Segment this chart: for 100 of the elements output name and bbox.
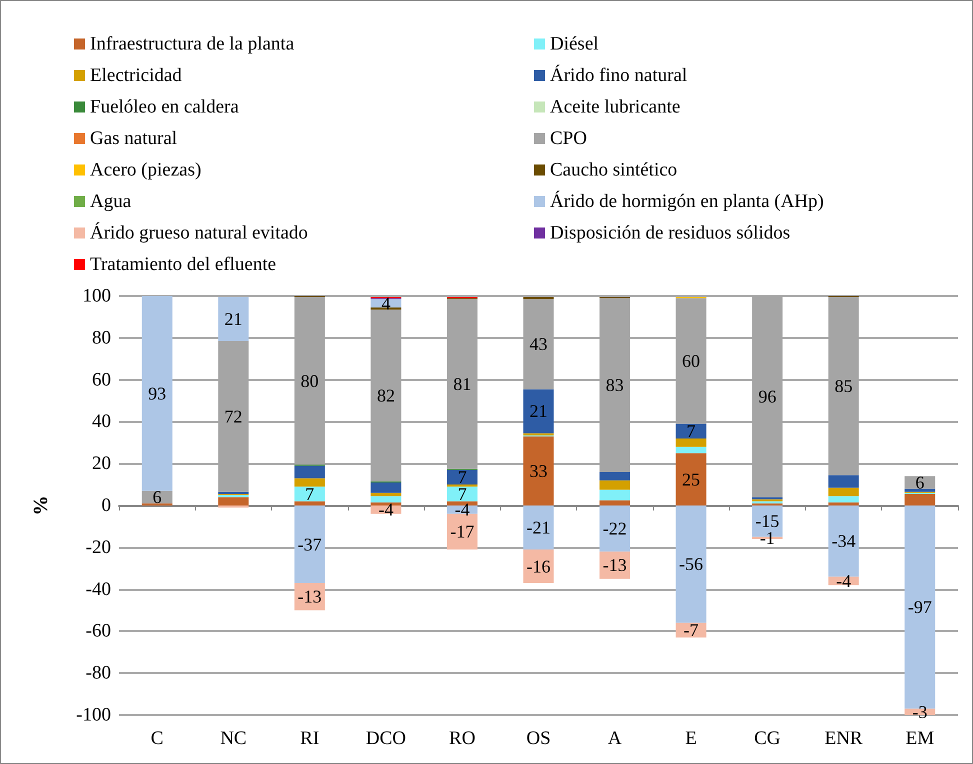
bar [676, 506, 706, 623]
y-tick-label: 80 [92, 327, 111, 348]
data-label: -13 [602, 555, 627, 576]
bar [828, 502, 859, 506]
legend-label: Tratamiento del efluente [90, 254, 276, 275]
data-label: -3 [912, 702, 928, 722]
legend-label: Electricidad [90, 65, 182, 86]
legend-label: Agua [90, 191, 132, 212]
bar [523, 389, 554, 434]
y-tick-label: 20 [92, 453, 111, 474]
data-label: -97 [908, 597, 932, 618]
data-label: 21 [530, 401, 548, 422]
data-label: 21 [224, 309, 242, 330]
bar [600, 472, 630, 480]
legend-label: Árido grueso natural evitado [90, 222, 308, 244]
bar [828, 475, 859, 488]
y-axis-title: % [30, 496, 52, 516]
bar [446, 470, 478, 485]
data-label: 81 [453, 374, 472, 394]
data-label: 43 [530, 334, 548, 354]
bar [828, 496, 859, 502]
bar [294, 506, 325, 584]
y-tick-label: -80 [86, 662, 111, 684]
bar [446, 501, 478, 506]
legend-label: Aceite lubricante [550, 96, 680, 118]
y-tick-label: -100 [76, 704, 111, 726]
data-label: 96 [758, 386, 776, 407]
data-label: -7 [684, 620, 699, 640]
x-tick-label: RI [300, 728, 320, 749]
bar [600, 480, 630, 490]
bar [218, 497, 249, 506]
legend-label: Acero (piezas) [90, 160, 202, 180]
data-label: 82 [376, 386, 395, 406]
bar [828, 506, 859, 577]
bar [370, 482, 402, 493]
bar [600, 500, 630, 506]
y-tick-label: -60 [86, 620, 111, 642]
x-tick-label: RO [449, 728, 476, 749]
data-label: -4 [378, 500, 394, 520]
x-tick-label: NC [220, 728, 247, 749]
data-label: -16 [526, 556, 550, 576]
data-label: 25 [682, 469, 700, 490]
bar [446, 514, 478, 550]
bar [600, 490, 630, 500]
data-label: 72 [224, 406, 242, 426]
bar [370, 492, 402, 496]
bar [676, 446, 706, 454]
data-label: -22 [602, 518, 627, 539]
bar [294, 466, 325, 478]
y-tick-label: 100 [82, 286, 111, 306]
legend-label: CPO [550, 128, 587, 149]
bar [446, 486, 478, 502]
legend-label: Fuelóleo en caldera [90, 96, 240, 118]
legend-label: Diésel [550, 34, 599, 54]
bar [294, 478, 325, 487]
legend-label: Disposición de residuos sólidos [550, 222, 790, 244]
y-tick-label: 60 [92, 369, 111, 390]
data-label: 80 [300, 370, 319, 391]
legend-label: Infraestructura de la planta [90, 34, 295, 54]
data-label: -17 [450, 522, 474, 542]
bar [294, 501, 325, 506]
data-label: -13 [298, 586, 322, 607]
bar [676, 424, 706, 438]
data-label: -37 [298, 534, 322, 554]
bar [904, 494, 936, 506]
data-label: 83 [606, 375, 624, 396]
y-tick-label: -40 [86, 578, 111, 600]
bar [676, 622, 706, 638]
data-label: -56 [679, 554, 704, 574]
bar [676, 438, 706, 447]
bar [294, 486, 325, 502]
data-label: -4 [836, 570, 852, 591]
data-label: -21 [526, 517, 550, 538]
x-tick-label: ENR [824, 728, 863, 749]
data-label: -34 [832, 531, 856, 552]
y-tick-label: 0 [102, 495, 111, 516]
x-tick-label: C [150, 728, 164, 749]
legend-label: Árido fino natural [550, 64, 688, 86]
bar [218, 297, 249, 342]
data-label: 7 [305, 484, 314, 504]
x-tick-label: E [685, 728, 697, 749]
x-tick-label: EM [906, 728, 934, 749]
legend-label: Árido de hormigón en planta (AHp) [550, 190, 824, 212]
data-label: 6 [915, 472, 924, 492]
data-label: 7 [686, 421, 696, 442]
bar [904, 488, 936, 492]
bar [523, 436, 554, 506]
bar [142, 296, 172, 491]
legend-label: Caucho sintético [550, 160, 678, 180]
x-tick-label: OS [526, 728, 551, 749]
data-label: 6 [152, 487, 162, 508]
x-tick-label: CG [754, 728, 781, 749]
x-tick-label: DCO [366, 728, 406, 749]
bar [370, 502, 402, 506]
bar [523, 506, 554, 550]
data-label: 85 [834, 376, 853, 396]
y-tick-label: 40 [92, 411, 111, 432]
bar [828, 488, 859, 496]
data-label: 33 [530, 460, 548, 481]
x-tick-label: A [608, 728, 622, 749]
